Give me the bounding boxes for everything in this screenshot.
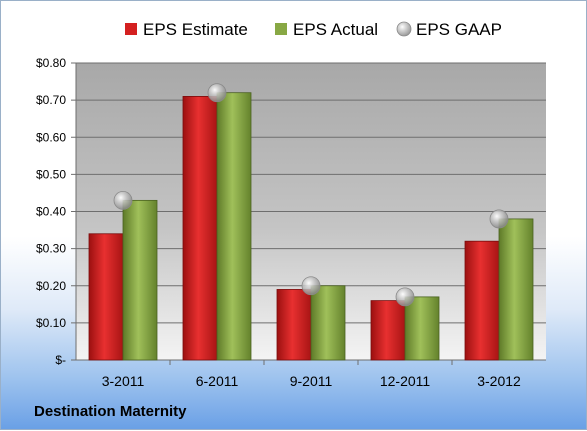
y-tick-label: $- (55, 353, 66, 367)
bar-eps-estimate (370, 300, 406, 361)
legend-label: EPS Estimate (143, 20, 248, 39)
bar-eps-actual (404, 296, 440, 361)
legend-swatch (396, 21, 412, 37)
y-tick-label: $0.80 (36, 56, 66, 70)
point-eps-gaap (489, 209, 509, 229)
y-tick-label: $0.50 (36, 167, 66, 181)
y-tick-label: $0.30 (36, 242, 66, 256)
legend-label: EPS Actual (293, 20, 378, 39)
legend-swatch (125, 23, 137, 35)
bar-eps-estimate (464, 240, 500, 361)
x-tick-label: 3-2011 (102, 373, 145, 389)
y-tick-label: $0.70 (36, 93, 66, 107)
y-tick-label: $0.40 (36, 205, 66, 219)
bar-eps-actual (216, 92, 252, 361)
y-tick-label: $0.10 (36, 316, 66, 330)
bar-eps-actual (122, 199, 158, 361)
bar-eps-actual (498, 218, 534, 361)
company-name: Destination Maternity (34, 403, 187, 420)
y-tick-label: $0.60 (36, 130, 66, 144)
x-tick-label: 3-2012 (477, 373, 521, 389)
bar-eps-estimate (276, 289, 312, 361)
point-eps-gaap (113, 190, 133, 210)
bar-eps-estimate (182, 96, 218, 361)
point-eps-gaap (301, 276, 321, 296)
legend: EPS Estimate EPS Actual EPS GAAP (125, 20, 502, 39)
x-tick-label: 9-2011 (290, 373, 333, 389)
x-tick-label: 12-2011 (380, 373, 431, 389)
bar-eps-estimate (88, 233, 124, 361)
x-tick-label: 6-2011 (196, 373, 239, 389)
bar-eps-actual (310, 285, 346, 361)
point-eps-gaap (207, 83, 227, 103)
point-eps-gaap (395, 287, 415, 307)
y-tick-label: $0.20 (36, 279, 66, 293)
legend-label: EPS GAAP (416, 20, 502, 39)
legend-swatch (275, 23, 287, 35)
